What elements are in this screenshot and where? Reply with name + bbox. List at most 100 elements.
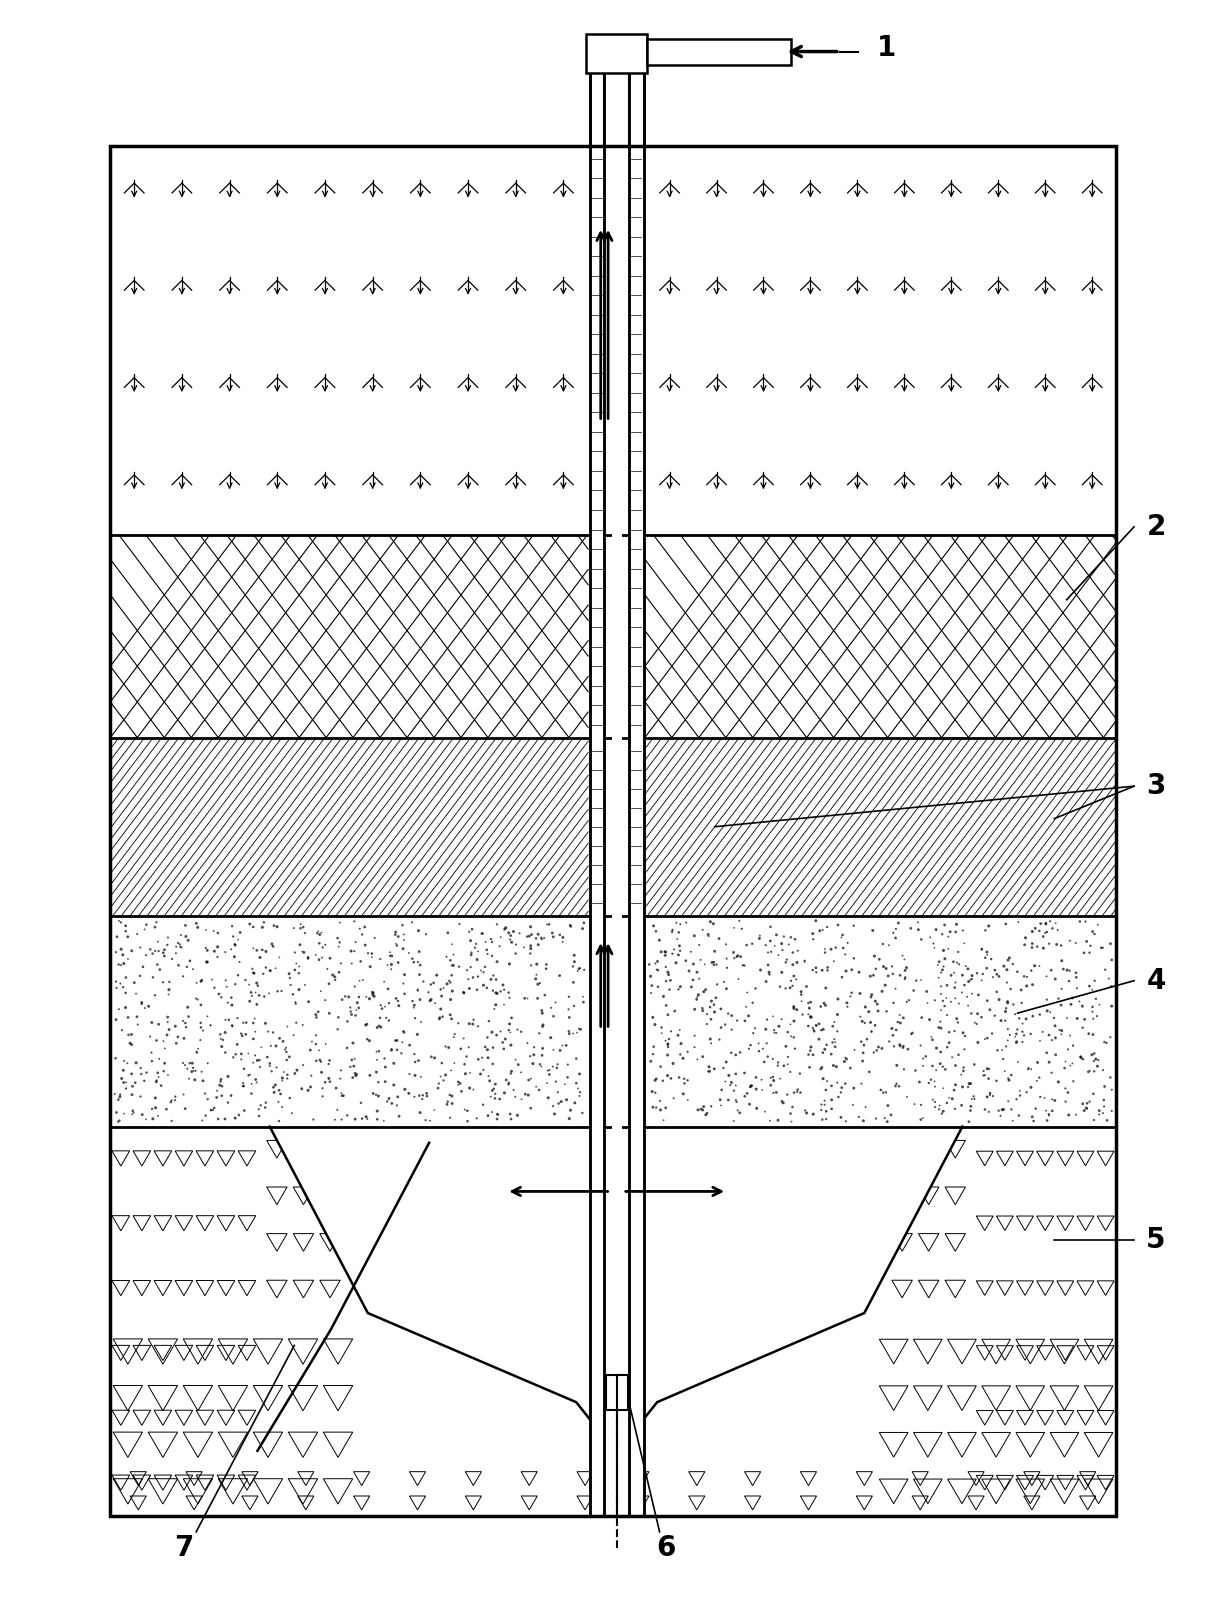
Point [1007,1029,1026,1055]
Point [566,1046,586,1071]
Point [157,1021,177,1047]
Point [552,1089,571,1115]
Point [574,984,593,1010]
Point [852,1008,872,1034]
Point [1000,976,1020,1002]
Point [135,916,154,942]
Point [158,1003,178,1029]
Point [779,1020,798,1046]
Point [1079,1059,1098,1084]
Point [815,940,835,966]
Point [424,969,444,995]
Point [866,956,885,982]
Point [810,917,830,943]
Point [714,1055,733,1081]
Point [208,1106,228,1131]
Point [967,1012,987,1037]
Point [265,1080,284,1106]
Point [770,1065,790,1091]
Point [1030,953,1049,979]
Point [1011,990,1031,1016]
Point [413,968,433,994]
Point [707,971,727,997]
Point [831,1080,851,1106]
Point [444,953,463,979]
Point [168,1024,188,1050]
Point [188,1039,207,1065]
Point [853,1107,873,1133]
Point [246,992,266,1018]
Point [1013,1010,1032,1036]
Point [1011,977,1031,1003]
Point [411,1063,430,1089]
Point [395,961,414,987]
Point [422,987,441,1013]
Point [895,958,915,984]
Point [244,961,264,987]
Point [927,1057,946,1083]
Point [978,1065,998,1091]
Point [945,1071,965,1097]
Point [1083,994,1102,1020]
Point [790,1060,809,1086]
Point [490,1018,510,1044]
Point [766,1080,786,1106]
Point [207,1084,227,1110]
Point [817,976,836,1002]
Point [264,1020,283,1046]
Point [1016,1080,1036,1106]
Point [201,1097,221,1123]
Point [1027,1050,1047,1076]
Point [644,1094,663,1120]
Point [313,1083,332,1109]
Point [884,1033,904,1059]
Point [449,1068,468,1094]
Point [886,1071,906,1097]
Point [499,1016,519,1042]
Point [856,1094,875,1120]
Point [869,1034,889,1060]
Point [325,964,345,990]
Point [345,908,364,934]
Point [786,926,805,952]
Point [201,1013,221,1039]
Point [932,1101,951,1127]
Point [745,976,765,1002]
Point [781,968,801,994]
Point [471,1062,490,1088]
Point [557,1033,576,1059]
Point [835,942,855,968]
Point [331,1057,351,1083]
Point [244,960,264,986]
Point [313,934,332,960]
Point [495,916,515,942]
Point [478,1102,498,1128]
Point [166,1088,185,1114]
Point [1086,986,1106,1012]
Point [965,1086,984,1112]
Point [526,1073,546,1099]
Point [356,1012,375,1037]
Point [981,1080,1000,1106]
Point [779,1052,798,1078]
Point [332,1107,352,1133]
Point [949,990,969,1016]
Point [1075,909,1095,935]
Point [1057,1005,1076,1031]
Point [510,921,530,947]
Point [508,1016,527,1042]
Point [240,911,260,937]
Point [890,1031,910,1057]
Point [499,919,519,945]
Point [798,1002,818,1028]
Point [945,1096,965,1122]
Point [831,1104,851,1130]
Point [781,924,801,950]
Point [416,1107,435,1133]
Point [239,1041,259,1067]
Bar [644,535,1116,738]
Point [888,1010,907,1036]
Point [476,929,495,955]
Point [107,924,126,950]
Point [228,1005,248,1031]
